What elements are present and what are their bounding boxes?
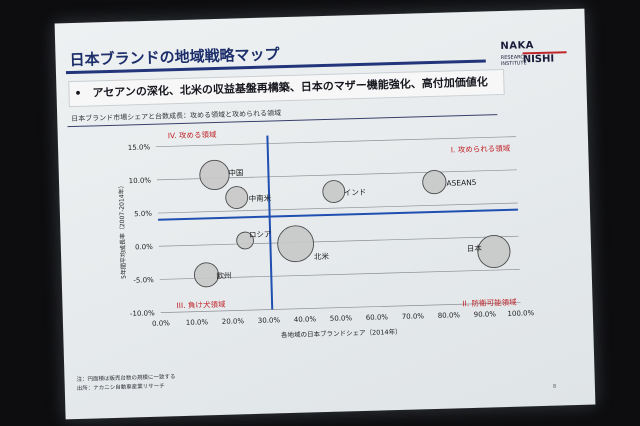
y-tick-label: 15.0% [128, 143, 151, 152]
x-tick-label: 20.0% [222, 317, 245, 326]
bubble-label: 日本 [467, 243, 483, 253]
quadrant-label: III. 負け犬領域 [176, 299, 226, 310]
x-tick-label: 60.0% [366, 313, 389, 322]
data-bubble [322, 180, 346, 203]
data-bubble [477, 234, 511, 269]
bubble-label: ロシア [249, 230, 272, 240]
x-tick-label: 10.0% [186, 318, 209, 327]
quadrant-label: II. 防衛可能領域 [462, 297, 517, 309]
bubble-label: 中南米 [249, 193, 272, 204]
bubble-label: 欧州 [216, 270, 231, 280]
y-tick-label: 10.0% [129, 177, 152, 186]
gridline [157, 202, 518, 214]
x-tick-label: 30.0% [258, 316, 281, 325]
bubble-label: ASEAN5 [446, 178, 477, 188]
data-bubble [236, 231, 254, 250]
x-tick-label: 50.0% [330, 314, 353, 323]
quadrant-divider-vertical [266, 135, 274, 310]
data-bubble [193, 262, 219, 288]
gridline [160, 302, 521, 313]
y-tick-label: -5.0% [133, 276, 154, 285]
data-bubble [277, 225, 315, 263]
quadrant-label: IV. 攻める領域 [168, 129, 217, 140]
page-number: 8 [552, 383, 557, 390]
quadrant-divider-horizontal [158, 208, 518, 221]
gridline [156, 136, 516, 148]
strategy-bubble-chart: 15.0%10.0%5.0%0.0%-5.0%-10.0%0.0% 10.0% 20… [117, 129, 535, 339]
data-bubble [199, 159, 230, 191]
y-tick-label: 0.0% [135, 243, 153, 252]
quadrant-label: I. 攻められる領域 [451, 143, 511, 155]
x-tick-label: 40.0% [294, 315, 317, 324]
x-tick-label: 0.0% [152, 319, 170, 328]
x-tick-label: 100.0% [507, 309, 534, 318]
bubble-label: 中国 [228, 167, 243, 177]
bubble-label: 北米 [314, 251, 330, 261]
x-tick-label: 90.0% [474, 310, 497, 319]
presentation-slide: 日本ブランドの地域戦略マップ NAKA RESEARCH INSTITUTE N… [54, 8, 596, 420]
x-axis-title: 各地域の日本ブランドシェア（2014年） [281, 327, 402, 339]
y-axis-title: 5年間平均成長率（2007-2014年） [117, 182, 128, 279]
x-tick-label: 70.0% [402, 312, 425, 321]
gridline [159, 269, 520, 280]
y-tick-label: 5.0% [134, 210, 152, 219]
data-bubble [225, 186, 249, 210]
x-tick-label: 80.0% [438, 311, 461, 320]
gridline [158, 235, 519, 247]
bubble-label: インド [344, 188, 367, 198]
y-tick-label: -10.0% [130, 309, 155, 318]
data-bubble [422, 170, 447, 195]
